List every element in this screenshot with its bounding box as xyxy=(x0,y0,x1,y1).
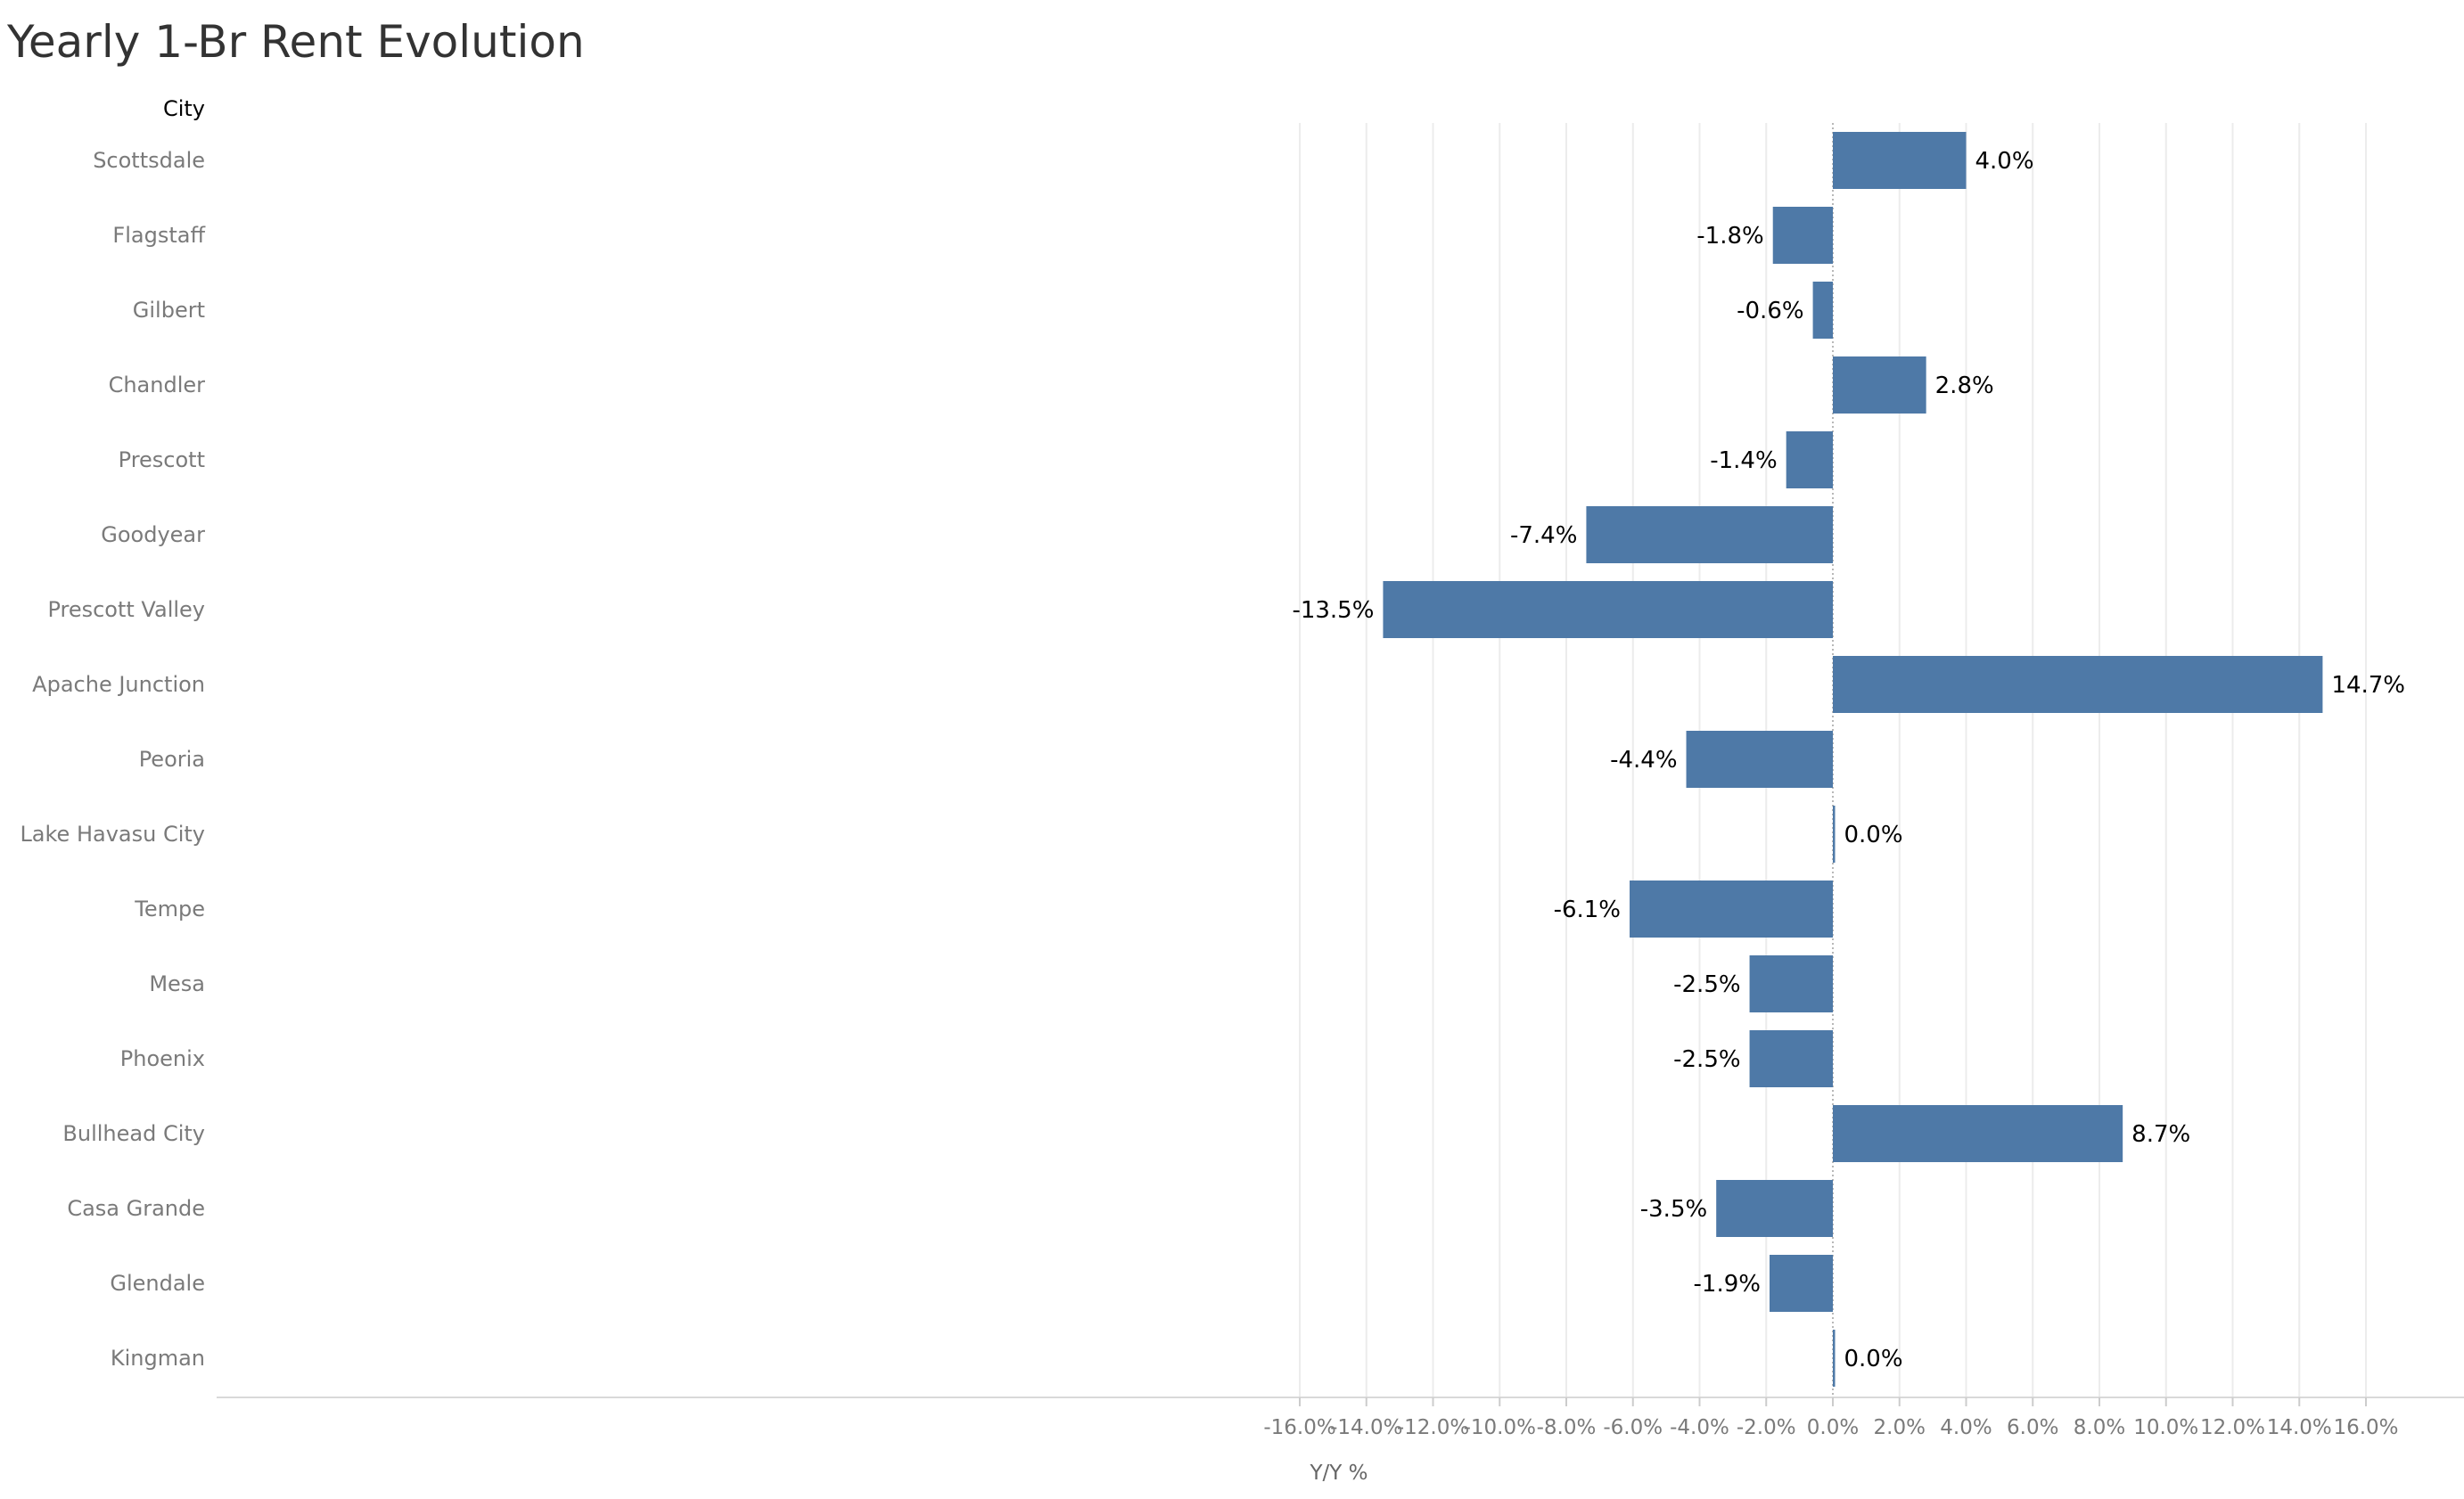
x-tick-label: -4.0% xyxy=(1670,1416,1729,1439)
category-label: Phoenix xyxy=(120,1046,205,1071)
category-label: Kingman xyxy=(111,1346,205,1371)
x-tick-label: 10.0% xyxy=(2133,1416,2198,1439)
data-labels: 4.0% -1.8% -0.6% 2.8% -1.4% -7.4% -13.5% 14.7% -… xyxy=(1292,148,2405,1372)
data-label: -13.5% xyxy=(1292,597,1374,624)
bar xyxy=(1686,731,1833,788)
category-label: Flagstaff xyxy=(112,223,205,248)
bar xyxy=(1749,1030,1833,1087)
data-label: -1.8% xyxy=(1696,223,1763,250)
bar xyxy=(1833,1105,2123,1162)
bar xyxy=(1749,955,1833,1012)
x-axis: -16.0%-14.0%-12.0%-10.0% -8.0% -6.0% -4.0% -… xyxy=(217,1397,2464,1439)
bar xyxy=(1833,356,1926,414)
data-label: 0.0% xyxy=(1844,1346,1903,1372)
data-label: 4.0% xyxy=(1975,148,2034,175)
x-tick-label: 8.0% xyxy=(2074,1416,2125,1439)
category-label: Lake Havasu City xyxy=(20,822,205,847)
category-label: Glendale xyxy=(110,1271,205,1296)
x-tick-label: -16.0% xyxy=(1263,1416,1335,1439)
x-tick-label: 0.0% xyxy=(1807,1416,1859,1439)
chart-title: Yearly 1-Br Rent Evolution xyxy=(6,16,585,68)
x-tick-label: -6.0% xyxy=(1603,1416,1663,1439)
x-tick-label: 2.0% xyxy=(1874,1416,1926,1439)
x-tick-label: -12.0% xyxy=(1397,1416,1469,1439)
row-header-label: City xyxy=(163,96,205,121)
data-label: -1.4% xyxy=(1710,447,1777,474)
x-tick-label: 4.0% xyxy=(1940,1416,1992,1439)
bar xyxy=(1772,207,1833,264)
category-label: Prescott xyxy=(119,447,205,472)
category-labels: Scottsdale Flagstaff Gilbert Chandler Presco… xyxy=(20,148,205,1371)
category-label: Tempe xyxy=(134,897,205,922)
data-label: -3.5% xyxy=(1640,1196,1707,1223)
x-tick-label: -10.0% xyxy=(1464,1416,1536,1439)
category-label: Scottsdale xyxy=(93,148,205,173)
bar xyxy=(1786,431,1833,488)
category-label: Apache Junction xyxy=(32,672,205,697)
bar xyxy=(1833,132,1967,189)
category-label: Mesa xyxy=(149,971,205,996)
category-label: Casa Grande xyxy=(67,1196,205,1221)
x-tick-label: 14.0% xyxy=(2267,1416,2332,1439)
x-tick-label: -8.0% xyxy=(1537,1416,1597,1439)
bar xyxy=(1630,881,1833,938)
category-label: Bullhead City xyxy=(62,1121,205,1146)
x-axis-label: Y/Y % xyxy=(1309,1462,1368,1485)
bar xyxy=(1383,581,1833,638)
bar xyxy=(1833,656,2323,713)
data-label: -6.1% xyxy=(1554,897,1621,923)
data-label: -2.5% xyxy=(1673,1046,1740,1073)
x-tick-label: 12.0% xyxy=(2200,1416,2265,1439)
data-label: -4.4% xyxy=(1610,747,1677,774)
x-tick-label: 16.0% xyxy=(2333,1416,2398,1439)
category-label: Goodyear xyxy=(101,522,205,547)
category-label: Gilbert xyxy=(133,298,205,323)
x-tick-label: 6.0% xyxy=(2007,1416,2058,1439)
data-label: 0.0% xyxy=(1844,822,1903,848)
category-label: Prescott Valley xyxy=(47,597,205,622)
category-label: Chandler xyxy=(109,373,206,397)
category-label: Peoria xyxy=(139,747,205,772)
bar xyxy=(1716,1180,1833,1237)
x-tick-label: -2.0% xyxy=(1737,1416,1796,1439)
data-label: -7.4% xyxy=(1510,522,1577,549)
data-label: -0.6% xyxy=(1737,298,1803,324)
x-tick-label: -14.0% xyxy=(1330,1416,1402,1439)
data-label: 8.7% xyxy=(2131,1121,2190,1148)
bar xyxy=(1833,806,1836,863)
bar xyxy=(1812,282,1833,339)
bar xyxy=(1769,1255,1833,1312)
bar xyxy=(1833,1330,1836,1387)
bar xyxy=(1586,506,1833,563)
bars xyxy=(1383,132,2323,1387)
data-label: -1.9% xyxy=(1694,1271,1761,1298)
data-label: 14.7% xyxy=(2331,672,2405,699)
data-label: -2.5% xyxy=(1673,971,1740,998)
data-label: 2.8% xyxy=(1935,373,1994,399)
